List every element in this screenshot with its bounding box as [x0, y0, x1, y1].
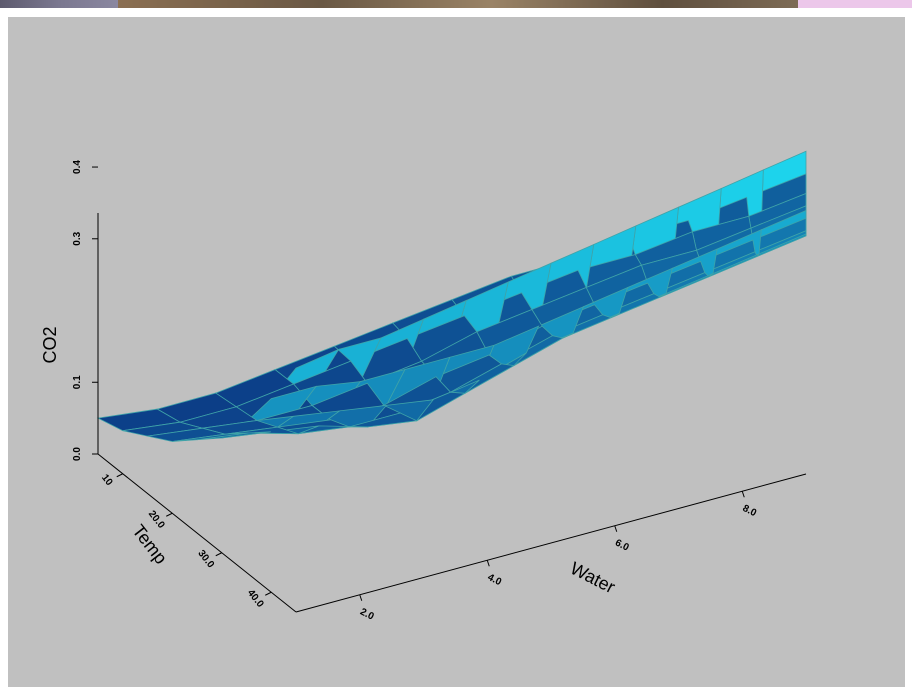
water-tick-label: 2.0 — [358, 606, 376, 622]
z-tick-label: 0.0 — [72, 447, 83, 461]
surface-faces — [96, 150, 807, 442]
temp-tick-mark — [215, 552, 222, 557]
water-tick-label: 8.0 — [741, 503, 759, 519]
z-tick-label: 0.1 — [72, 375, 83, 389]
temp-tick-mark — [166, 512, 173, 517]
top-image-strip — [0, 0, 912, 20]
temp-tick-label: 10 — [99, 472, 115, 488]
z-tick-label: 0.4 — [72, 160, 83, 174]
strip-left — [0, 0, 118, 8]
z-tick-label: 0.3 — [72, 231, 83, 245]
temp-axis-title: Temp — [128, 521, 171, 568]
temp-axis-line — [97, 453, 297, 613]
surface-cell — [172, 432, 249, 442]
temp-tick-mark — [265, 591, 272, 596]
water-tick-mark — [486, 560, 490, 567]
temp-tick-label: 40.0 — [245, 588, 266, 610]
axes-group — [97, 213, 807, 613]
temp-tick-mark — [116, 473, 123, 478]
strip-right — [798, 0, 912, 8]
water-tick-mark — [741, 491, 745, 498]
strip-middle — [118, 0, 798, 8]
water-tick-label: 6.0 — [613, 537, 631, 553]
water-axis-line — [295, 473, 807, 613]
water-tick-label: 4.0 — [486, 572, 504, 588]
temp-tick-label: 30.0 — [195, 548, 216, 570]
z-axis-title: CO2 — [40, 326, 60, 363]
water-tick-mark — [614, 525, 618, 532]
water-axis-title: Water — [567, 558, 618, 597]
water-tick-mark — [359, 594, 363, 601]
